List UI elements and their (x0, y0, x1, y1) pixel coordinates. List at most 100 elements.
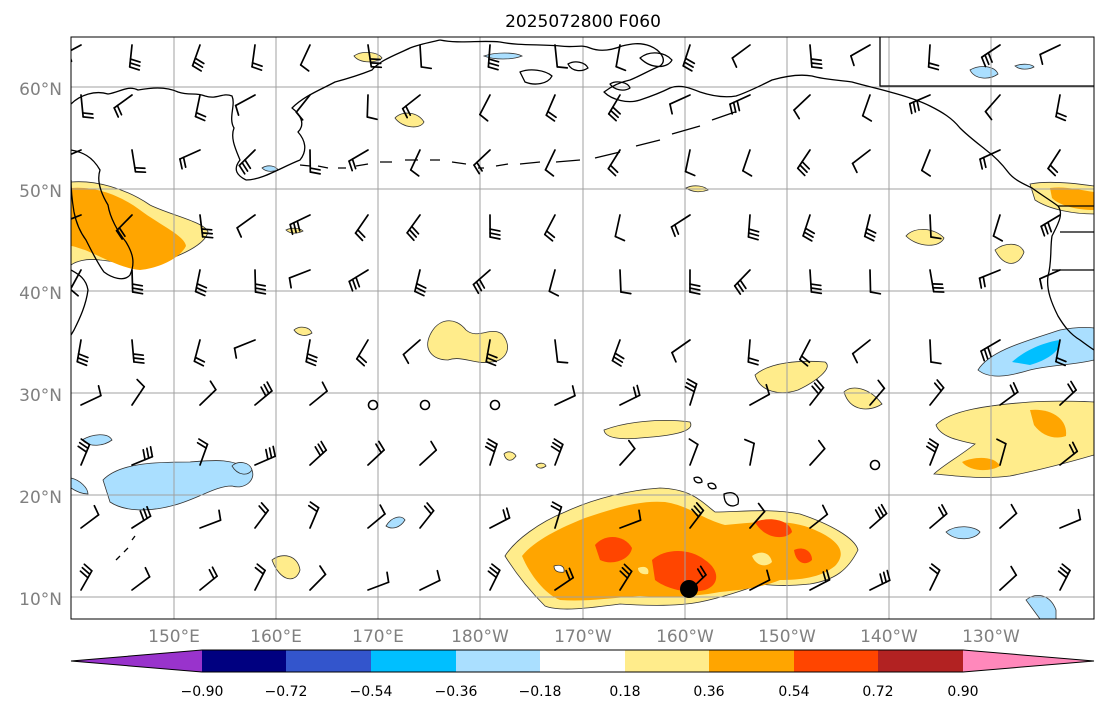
wind-barb (80, 504, 100, 529)
wind-barb (851, 339, 871, 364)
wind-barb (295, 94, 311, 121)
wind-barb (611, 339, 625, 367)
wind-barb (366, 94, 378, 121)
lon-label-140w: 140°W (860, 627, 918, 647)
wind-barb (473, 149, 491, 175)
wind-barb (863, 214, 877, 242)
wind-barb (869, 269, 882, 295)
wind-barb (749, 569, 771, 591)
colorbar-swatch (286, 650, 371, 672)
wind-barb (199, 214, 214, 239)
wind-barb (554, 339, 569, 364)
wind-barb (802, 214, 816, 242)
wind-barb (554, 44, 569, 69)
wind-barb (869, 569, 891, 591)
wind-barb (550, 501, 563, 529)
colorbar-label: 0.18 (609, 684, 640, 700)
colorbar-swatch (878, 650, 963, 672)
lon-label-150e: 150°E (148, 627, 200, 647)
wind-barb (688, 438, 699, 466)
wind-barb (548, 269, 560, 297)
wind-barb (307, 501, 320, 529)
colorbar-label: −0.18 (519, 684, 562, 700)
lon-label-150w: 150°W (758, 627, 816, 647)
colorbar-swatch (625, 650, 709, 672)
wind-barb (980, 339, 1001, 362)
wind-barb (489, 507, 511, 529)
wind-barb (71, 269, 82, 297)
longitude-labels: 150°E 160°E 170°E 180°W 170°W 160°W 150°… (148, 627, 1020, 647)
wind-barb (131, 566, 151, 591)
map-frame (70, 36, 1095, 620)
colorbar-label: −0.72 (265, 684, 308, 700)
wind-barb (71, 214, 82, 220)
wind-barb (929, 563, 941, 591)
wind-barb (367, 44, 383, 69)
wind-barb (614, 214, 626, 242)
wind-barb (113, 94, 133, 118)
wind-barb (619, 439, 636, 466)
wind-barb (1055, 339, 1067, 367)
wind-barbs (71, 44, 1082, 591)
wind-barb (487, 563, 501, 591)
wind-barb (798, 339, 811, 367)
wind-barb (194, 269, 208, 297)
colorbar-label: −0.36 (435, 684, 478, 700)
wind-barb (131, 505, 152, 529)
colorbar-swatch (371, 650, 456, 672)
wind-barb (1059, 380, 1077, 406)
wind-barb (615, 44, 627, 72)
wind-barb (731, 44, 751, 69)
wind-barb (669, 94, 691, 115)
wind-barb (744, 438, 755, 466)
wind-barb (607, 94, 622, 122)
wind-barb (419, 502, 435, 529)
wind-barb (254, 563, 266, 591)
wind-barb (309, 440, 328, 466)
colorbar-swatch (456, 650, 540, 672)
wind-barb (850, 44, 871, 67)
wind-barb (929, 339, 942, 365)
calm-wind-circle (869, 459, 881, 471)
colorbar-label: 0.90 (947, 684, 978, 700)
lon-label-130w: 130°W (962, 627, 1020, 647)
wind-barb (619, 563, 633, 591)
wind-barb (193, 339, 206, 367)
wind-barb (1039, 44, 1061, 65)
colorbar-swatch (709, 650, 794, 672)
wind-barb (929, 269, 945, 293)
lat-label-10n: 10°N (19, 590, 62, 610)
wind-barb (299, 44, 311, 72)
wind-barb (233, 339, 256, 359)
wind-barb (671, 339, 691, 363)
shaded-field (71, 52, 1094, 619)
wind-barb (749, 383, 771, 406)
wind-barb (869, 503, 888, 529)
colorbar-label: 0.36 (693, 684, 724, 700)
wind-barb (670, 214, 691, 238)
wind-barb (689, 269, 701, 295)
lat-label-30n: 30°N (19, 386, 62, 406)
wind-barb (131, 269, 144, 295)
wind-barb (131, 339, 145, 364)
wind-barb (309, 381, 328, 406)
wind-barb (472, 269, 491, 295)
wind-barb (199, 380, 217, 406)
lat-label-40n: 40°N (19, 284, 62, 304)
wind-barb (80, 385, 102, 406)
wind-barb (999, 565, 1018, 591)
wind-barb (749, 502, 766, 529)
wind-barb (419, 569, 441, 591)
wind-barb (236, 214, 256, 238)
colorbar-label: 0.54 (778, 684, 809, 700)
wind-barb (742, 149, 753, 177)
wind-barb (489, 214, 501, 240)
wind-barb (793, 94, 811, 120)
wind-barb (684, 378, 698, 406)
wind-barb (348, 149, 369, 172)
lon-label-160w: 160°W (656, 627, 714, 647)
wind-barb (1047, 149, 1061, 177)
lon-label-170w: 170°W (554, 627, 612, 647)
wind-barb (619, 509, 642, 529)
calm-wind-circle (367, 399, 379, 411)
